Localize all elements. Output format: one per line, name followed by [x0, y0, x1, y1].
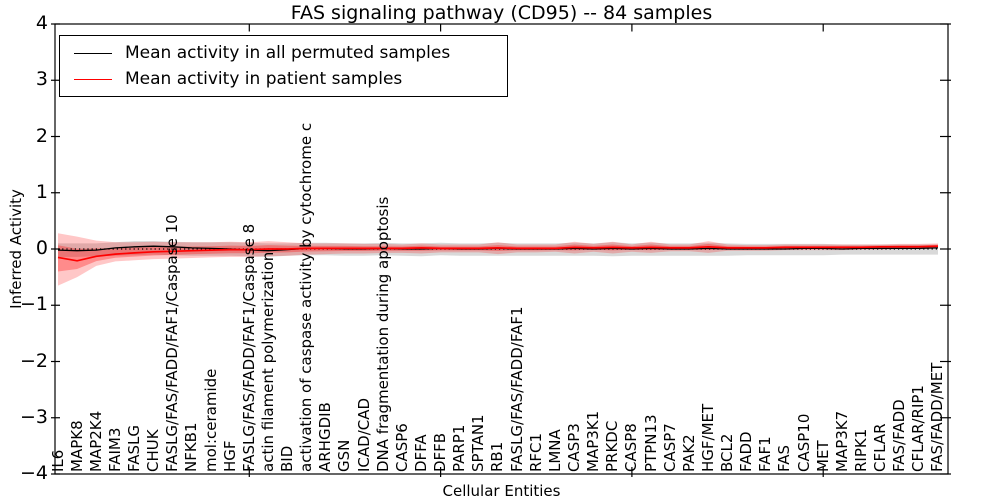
x-entity-label: NFKB1	[182, 422, 201, 472]
x-entity-label: FASLG	[125, 424, 144, 472]
x-entity-label: RFC1	[526, 432, 545, 472]
x-entity-label: activation of caspase activity by cytoch…	[297, 122, 316, 472]
x-entity-label: PARP1	[450, 424, 469, 472]
chart-title: FAS signaling pathway (CD95) -- 84 sampl…	[290, 2, 713, 24]
x-entity-label: IL6	[48, 449, 67, 472]
x-entity-label: MAP3K7	[832, 410, 851, 472]
x-entity-label: FAF1	[756, 436, 775, 472]
y-tick-label: −2	[19, 349, 48, 372]
x-entity-label: CFLAR	[871, 423, 890, 473]
x-entity-label: PAK2	[679, 434, 698, 472]
x-entity-label: CFLAR/RIP1	[909, 385, 928, 472]
x-entity-label: CASP10	[794, 413, 813, 472]
patient-band-outer	[58, 233, 938, 286]
x-entity-label: HGF	[220, 440, 239, 472]
x-entity-label: MAPK8	[67, 420, 86, 472]
x-entity-label: BID	[278, 445, 297, 472]
legend-label: Mean activity in patient samples	[125, 69, 403, 89]
x-entity-label: FAS/FADD/MET	[928, 362, 947, 472]
y-tick-label: 0	[35, 237, 48, 259]
x-entity-label: PTPN13	[641, 414, 660, 472]
x-entity-label: FAS/FADD	[890, 399, 909, 472]
x-entity-label: PRKDC	[603, 420, 622, 472]
y-tick-label: 1	[35, 180, 48, 203]
y-tick-label: −1	[19, 293, 48, 316]
x-entity-label: HGF/MET	[698, 403, 717, 472]
legend-item: Mean activity in all permuted samples	[74, 43, 507, 63]
legend-label: Mean activity in all permuted samples	[125, 43, 451, 63]
y-tick-label: −4	[19, 462, 48, 484]
legend-line-sample	[74, 78, 112, 80]
x-entity-label: FAIM3	[105, 427, 124, 472]
x-entity-label: GSN	[335, 439, 354, 472]
x-entity-label: CHUK	[144, 429, 163, 472]
y-tick-label: 3	[35, 68, 48, 91]
x-entity-label: DFFA	[411, 434, 430, 472]
x-entity-label: MAP2K4	[86, 410, 105, 472]
x-entity-label: CASP3	[565, 423, 583, 472]
x-entity-label: ARHGDIB	[316, 402, 335, 472]
x-entity-label: RB1	[488, 441, 507, 472]
x-entity-label: MAP3K1	[584, 410, 603, 472]
x-entity-label: LMNA	[545, 429, 564, 472]
x-entity-label: CASP7	[660, 423, 679, 472]
x-axis-label: Cellular Entities	[442, 482, 561, 500]
x-entity-label: CASP6	[392, 423, 411, 472]
y-tick-label: 4	[35, 12, 48, 34]
x-entity-label: FASLG/FAS/FADD/FAF1	[507, 306, 526, 472]
legend: Mean activity in all permuted samples Mea…	[59, 35, 508, 97]
x-entity-label: MET	[813, 440, 832, 472]
x-entity-label: BCL2	[718, 433, 737, 472]
x-entity-label: DFFB	[431, 432, 450, 472]
x-entity-label: mol:ceramide	[201, 368, 220, 472]
x-entity-label: SPTAN1	[469, 414, 488, 472]
x-entity-label: actin filament polymerization	[258, 251, 277, 472]
x-entity-label: FAS	[775, 444, 794, 472]
x-entity-label: FASLG/FAS/FADD/FAF1/Caspase 10	[163, 214, 182, 472]
y-tick-label: 2	[35, 124, 48, 147]
x-entity-label: RIPK1	[851, 428, 870, 472]
x-entity-label: DNA fragmentation during apoptosis	[373, 196, 392, 472]
x-entity-label: CASP8	[622, 423, 641, 472]
x-entity-label: ICAD/CAD	[354, 397, 373, 472]
legend-line-sample	[74, 52, 112, 54]
x-entity-label: FASLG/FAS/FADD/FAF1/Caspase 8	[239, 223, 258, 472]
x-entity-label: FADD	[737, 431, 756, 472]
patient-mean-line	[57, 245, 939, 262]
y-tick-label: −3	[19, 405, 48, 428]
legend-item: Mean activity in patient samples	[74, 69, 507, 89]
